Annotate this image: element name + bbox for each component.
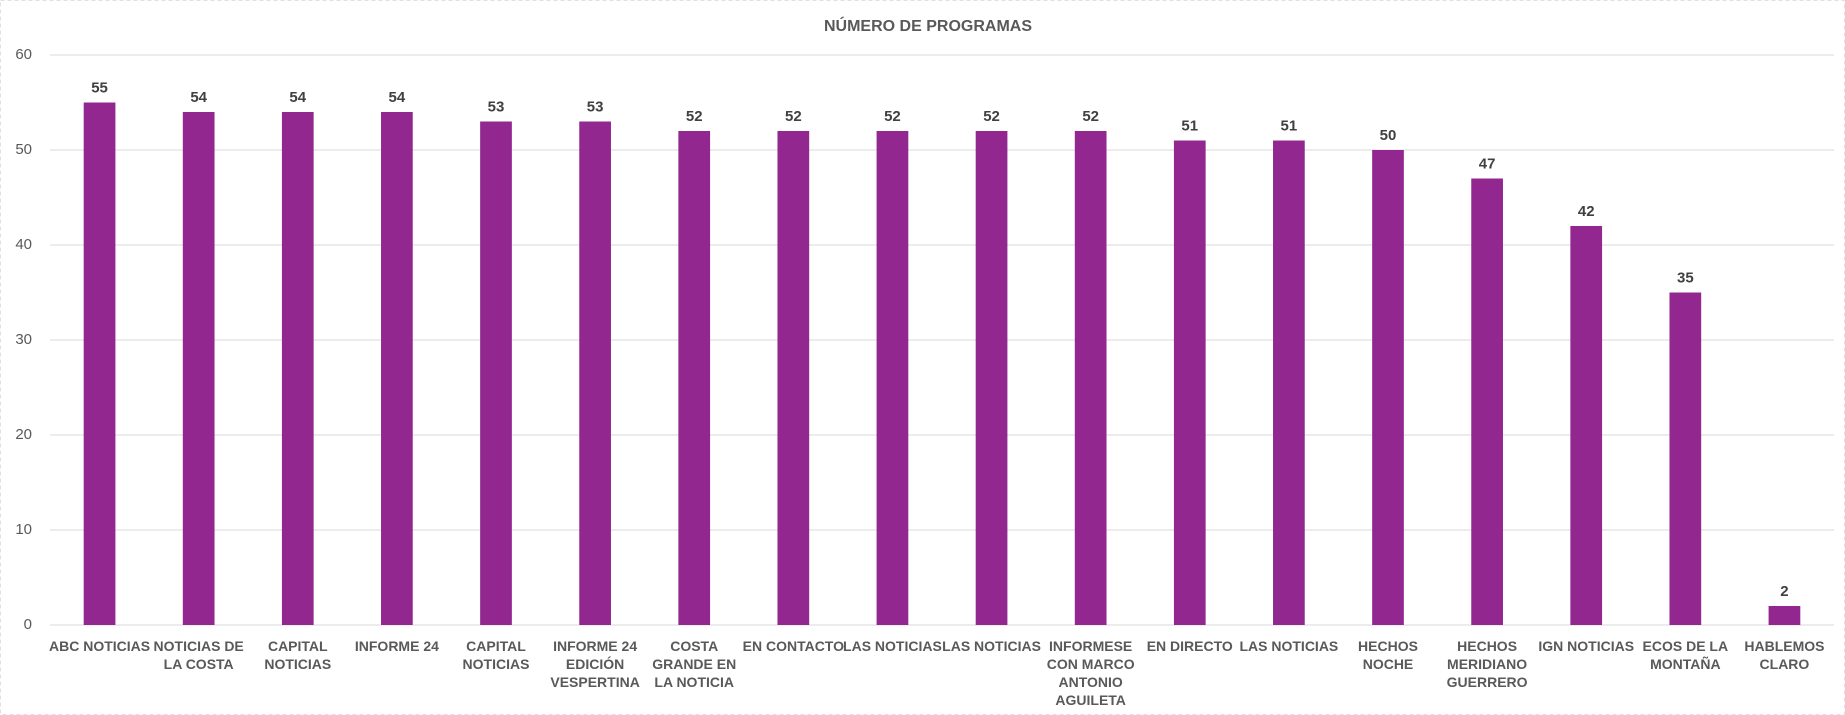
bar [1471, 178, 1503, 625]
y-tick-label: 0 [24, 616, 32, 633]
y-tick-label: 40 [15, 236, 32, 253]
bar [678, 131, 711, 625]
bar [1570, 226, 1603, 625]
x-tick-label: HECHOS NOCHE [1358, 638, 1418, 672]
bar [1372, 150, 1404, 625]
x-tick-label: INFORMESE CON MARCO ANTONIO AGUILETA [1046, 638, 1135, 708]
bar [975, 131, 1008, 625]
data-label: 52 [884, 108, 901, 125]
y-tick-label: 60 [15, 46, 32, 63]
data-label: 42 [1578, 203, 1595, 220]
y-tick-label: 20 [15, 426, 32, 443]
data-label: 52 [1082, 108, 1099, 125]
data-label: 54 [289, 89, 306, 106]
x-tick-label: HECHOS MERIDIANO GUERRERO [1446, 638, 1528, 690]
data-label: 55 [91, 79, 108, 96]
data-label: 52 [983, 108, 1000, 125]
x-tick-label: INFORME 24 [354, 638, 439, 654]
x-tick-label: EN CONTACTO [742, 638, 844, 654]
data-label: 52 [785, 108, 802, 125]
data-label: 35 [1677, 269, 1694, 286]
bar [480, 121, 512, 625]
chart-title: NÚMERO DE PROGRAMAS [824, 16, 1032, 35]
y-tick-label: 50 [15, 141, 32, 158]
y-tick-label: 10 [15, 521, 32, 538]
bar [1173, 140, 1206, 625]
bar [876, 131, 909, 625]
data-label: 54 [389, 89, 406, 106]
data-label: 50 [1380, 127, 1397, 144]
x-tick-label: EN DIRECTO [1146, 638, 1233, 654]
bar [579, 121, 611, 625]
bar [1273, 140, 1305, 625]
bar [182, 112, 215, 625]
x-tick-label: HABLEMOS CLARO [1744, 638, 1825, 672]
x-tick-label: CAPITAL NOTICIAS [462, 638, 530, 672]
x-tick-label: COSTA GRANDE EN LA NOTICIA [652, 638, 737, 690]
bar [777, 131, 810, 625]
x-tick-label: NOTICIAS DE LA COSTA [153, 638, 244, 672]
data-label: 51 [1181, 117, 1198, 134]
x-tick-label: ABC NOTICIAS [48, 638, 151, 654]
bar [1768, 606, 1801, 625]
data-label: 53 [587, 98, 604, 115]
data-label: 52 [686, 108, 703, 125]
y-tick-label: 30 [15, 331, 32, 348]
x-tick-label: CAPITAL NOTICIAS [264, 638, 332, 672]
data-label: 51 [1281, 117, 1298, 134]
bar [281, 112, 314, 625]
x-tick-label: LAS NOTICIAS [843, 638, 942, 654]
bar [83, 102, 116, 625]
x-tick-label: LAS NOTICIAS [942, 638, 1041, 654]
data-label: 2 [1780, 583, 1788, 600]
bar [1669, 292, 1702, 625]
data-label: 53 [488, 98, 505, 115]
data-label: 47 [1479, 155, 1496, 172]
x-tick-label: INFORME 24 EDICIÓN VESPERTINA [550, 638, 640, 690]
x-tick-label: LAS NOTICIAS [1239, 638, 1339, 654]
x-tick-label: ECOS DE LA MONTAÑA [1642, 638, 1729, 672]
x-tick-label: IGN NOTICIAS [1538, 638, 1635, 654]
bar [1074, 131, 1107, 625]
data-label: 54 [190, 89, 207, 106]
bar [381, 112, 413, 625]
